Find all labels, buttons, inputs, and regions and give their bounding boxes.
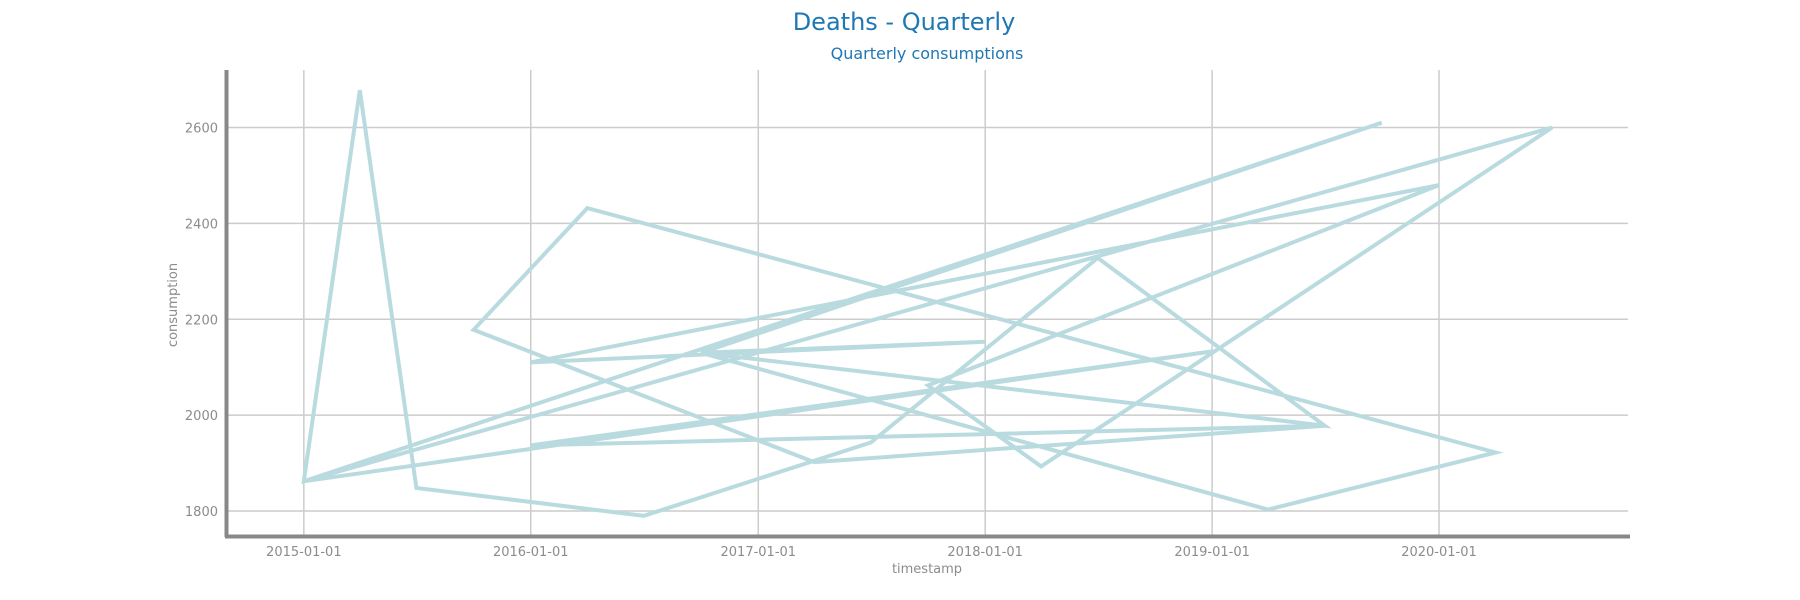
series-line-0: [301, 89, 1554, 518]
y-tick-label-4: 2600: [185, 122, 218, 137]
y-axis-label: consumption: [166, 263, 181, 347]
x-tick-label-2: 2017-01-01: [721, 545, 797, 560]
x-tick-label-4: 2019-01-01: [1174, 545, 1250, 560]
x-tick-label-0: 2015-01-01: [266, 545, 342, 560]
chart-subtitle: Quarterly consumptions: [831, 44, 1024, 63]
y-tick-label-3: 2400: [185, 217, 218, 232]
x-tick-label-3: 2018-01-01: [947, 545, 1023, 560]
series: [301, 89, 1554, 518]
y-tick-label-1: 2000: [185, 409, 218, 424]
tick-labels: 2015-01-01 2016-01-01 2017-01-01 2018-01-01…: [185, 122, 1477, 560]
grid: [228, 70, 1628, 535]
y-tick-label-2: 2200: [185, 313, 218, 328]
x-axis-label: timestamp: [892, 562, 962, 577]
chart-title: Deaths - Quarterly: [793, 8, 1016, 36]
x-tick-label-5: 2020-01-01: [1401, 545, 1477, 560]
y-tick-label-0: 1800: [185, 505, 218, 520]
x-tick-label-1: 2016-01-01: [493, 545, 569, 560]
